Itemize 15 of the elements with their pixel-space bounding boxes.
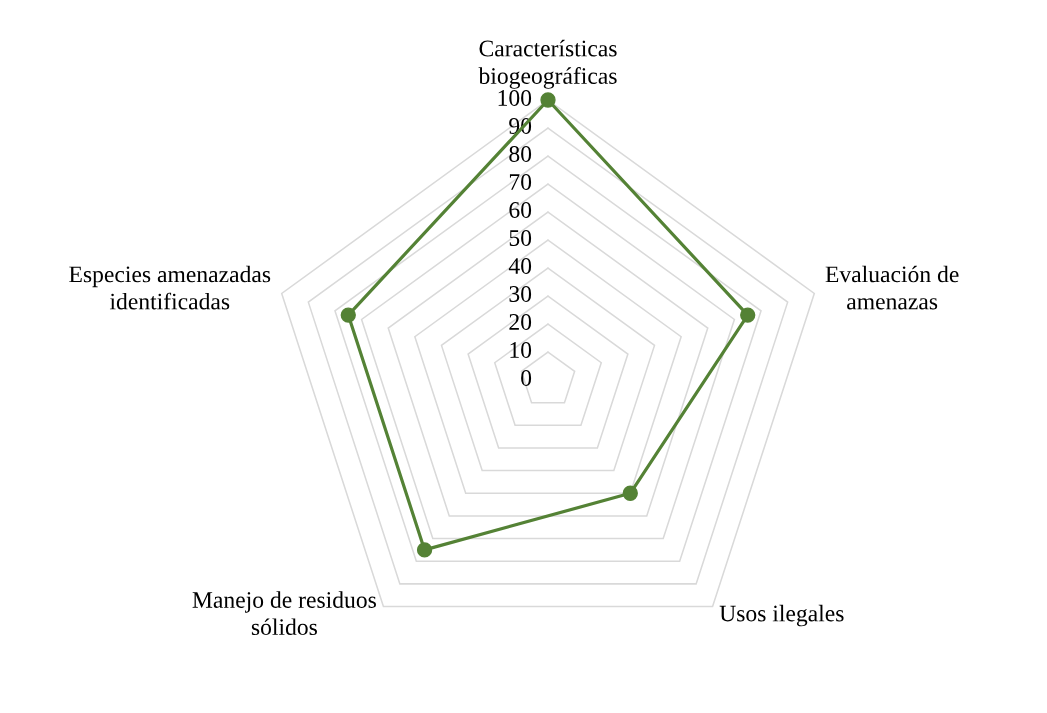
y-tick-label: 70: [509, 173, 532, 190]
spoke-label: Evaluación de amenazas: [825, 265, 959, 310]
y-tick-label: 100: [498, 89, 532, 106]
y-tick-label: 0: [521, 369, 532, 386]
y-tick-label: 20: [509, 313, 532, 330]
y-tick-label: 40: [508, 257, 532, 274]
spoke-label: Especies amenazadas identificadas: [69, 265, 271, 310]
spoke-label: Usos ilegales: [719, 604, 844, 627]
spoke-label: Manejo de residuos sólidos: [192, 591, 376, 636]
y-tick-label: 80: [509, 145, 532, 162]
y-tick-label: 30: [509, 285, 532, 302]
spoke-label: Características biogeográficas: [478, 39, 617, 89]
y-tick-label: 50: [509, 229, 532, 246]
y-tick-label: 10: [510, 341, 532, 358]
y-tick-label: 60: [509, 201, 532, 218]
